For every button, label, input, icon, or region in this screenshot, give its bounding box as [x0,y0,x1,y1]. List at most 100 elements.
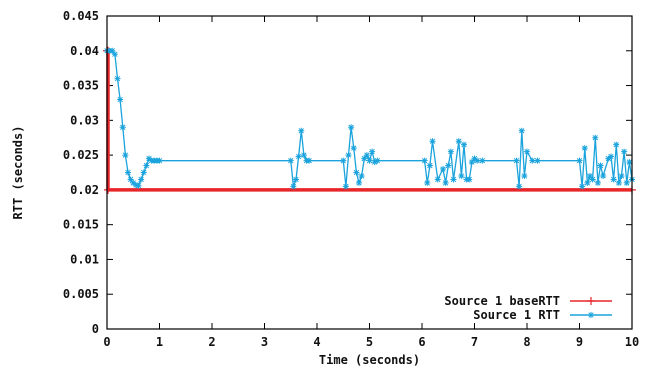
data-point [374,157,381,164]
data-point [468,159,475,166]
y-tick-label: 0.04 [70,44,99,58]
legend-label: Source 1 baseRTT [444,294,560,308]
data-point [466,176,473,183]
data-point [156,157,163,164]
data-point [119,124,126,131]
data-point [127,176,134,183]
y-axis-label: RTT (seconds) [11,126,25,220]
data-point [626,159,633,166]
x-tick-label: 5 [366,335,373,349]
legend-swatch-marker [588,312,594,318]
y-tick-label: 0.01 [70,252,99,266]
data-point [592,134,599,141]
y-tick-label: 0.015 [63,218,99,232]
x-tick-label: 7 [471,335,478,349]
data-point [298,127,305,134]
data-point [518,127,525,134]
x-tick-label: 6 [418,335,425,349]
x-tick-label: 2 [208,335,215,349]
data-point [521,172,528,179]
data-point [434,176,441,183]
data-point [371,159,378,166]
y-tick-label: 0 [92,322,99,336]
x-tick-label: 3 [261,335,268,349]
data-point [579,183,586,190]
data-point [516,183,523,190]
x-tick-label: 9 [576,335,583,349]
data-point [442,179,449,186]
data-point [122,152,129,159]
x-tick-label: 1 [156,335,163,349]
data-point [445,162,452,169]
data-point [290,183,297,190]
data-point [447,148,454,155]
series-0 [103,46,636,194]
data-point [479,157,486,164]
data-point [524,148,530,155]
data-point [111,51,118,58]
y-tick-label: 0.035 [63,79,99,93]
y-tick-label: 0.025 [63,148,99,162]
data-point [295,153,302,160]
data-point [474,157,481,164]
data-point [140,169,147,176]
data-point [306,157,313,164]
data-point [109,47,116,54]
series-1 [104,47,635,190]
x-tick-label: 10 [625,335,639,349]
data-point [348,124,355,131]
data-point [130,179,137,186]
data-point [613,141,620,148]
data-point [605,155,612,162]
data-point [581,145,588,152]
data-point [353,169,360,176]
data-point [345,152,352,159]
data-point [117,96,124,103]
data-point [114,75,121,82]
data-point [600,172,607,179]
data-point [608,153,614,160]
data-point [146,155,152,162]
data-point [361,155,368,162]
series-layer [103,46,636,194]
data-point [458,172,465,179]
data-point [455,138,462,145]
tick-labels: 0 1 2 3 4 5 6 7 8 9 10 0 0.005 0.01 0.015 0.02 0.025 0.03… [63,9,639,349]
data-point [513,157,520,164]
data-point [440,166,446,173]
data-point [424,179,431,186]
data-point [426,162,433,169]
data-point [363,152,370,159]
x-tick-label: 4 [313,335,320,349]
x-axis-label: Time (seconds) [319,353,420,367]
data-point [584,179,591,186]
data-point [342,183,349,190]
data-point [529,157,536,164]
data-point [350,145,357,152]
data-point [358,172,365,179]
data-point [125,169,131,176]
data-point [138,176,145,183]
y-tick-label: 0.045 [63,9,99,23]
data-point [300,152,307,159]
data-point [293,176,299,183]
data-point [610,176,617,183]
series-line [107,50,633,188]
data-point [104,185,113,194]
data-point [132,182,139,189]
plot-frame [106,15,633,330]
x-tick-label: 8 [523,335,530,349]
data-point [143,162,150,169]
data-point [366,157,373,164]
data-point [471,155,478,162]
data-point [429,138,436,145]
legend-swatch-marker [587,297,595,305]
data-point [618,172,625,179]
data-point [587,172,593,179]
data-point [450,176,457,183]
y-tick-label: 0.02 [70,183,99,197]
data-point [576,157,583,164]
series-line [106,49,632,192]
x-tick-label: 0 [103,335,110,349]
